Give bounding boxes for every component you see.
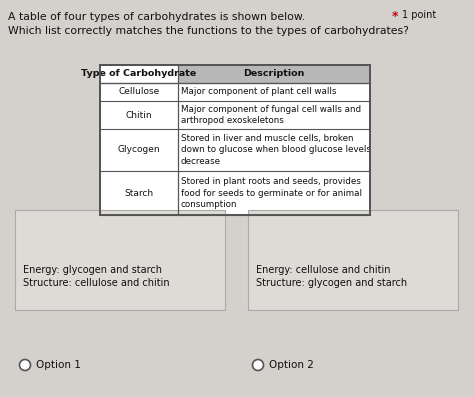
Text: Stored in liver and muscle cells, broken
down to glucose when blood glucose leve: Stored in liver and muscle cells, broken… bbox=[181, 134, 371, 166]
Text: Cellulose: Cellulose bbox=[118, 87, 160, 96]
Text: Option 1: Option 1 bbox=[36, 360, 81, 370]
Text: Major component of fungal cell walls and
arthropod exoskeletons: Major component of fungal cell walls and… bbox=[181, 105, 361, 125]
Bar bbox=[100, 65, 370, 215]
Text: Chitin: Chitin bbox=[126, 110, 152, 119]
Text: Structure: glycogen and starch: Structure: glycogen and starch bbox=[256, 278, 407, 288]
Bar bbox=[15, 210, 225, 310]
Circle shape bbox=[253, 360, 264, 370]
Text: 1 point: 1 point bbox=[402, 10, 436, 20]
Text: Energy: glycogen and starch: Energy: glycogen and starch bbox=[23, 265, 162, 275]
Text: Glycogen: Glycogen bbox=[118, 145, 160, 154]
Text: Type of Carbohydrate: Type of Carbohydrate bbox=[82, 69, 197, 79]
Text: Structure: cellulose and chitin: Structure: cellulose and chitin bbox=[23, 278, 170, 288]
Text: Starch: Starch bbox=[125, 189, 154, 197]
Text: A table of four types of carbohydrates is shown below.: A table of four types of carbohydrates i… bbox=[8, 12, 305, 22]
Bar bbox=[248, 210, 458, 310]
Text: Stored in plant roots and seeds, provides
food for seeds to germinate or for ani: Stored in plant roots and seeds, provide… bbox=[181, 177, 362, 209]
Bar bbox=[178, 65, 370, 83]
Text: Description: Description bbox=[243, 69, 305, 79]
Text: Energy: cellulose and chitin: Energy: cellulose and chitin bbox=[256, 265, 391, 275]
Bar bbox=[100, 65, 178, 83]
Text: Which list correctly matches the functions to the types of carbohydrates?: Which list correctly matches the functio… bbox=[8, 26, 409, 36]
Circle shape bbox=[19, 360, 30, 370]
Text: Major component of plant cell walls: Major component of plant cell walls bbox=[181, 87, 337, 96]
Text: Option 2: Option 2 bbox=[269, 360, 314, 370]
Text: *: * bbox=[392, 10, 399, 23]
